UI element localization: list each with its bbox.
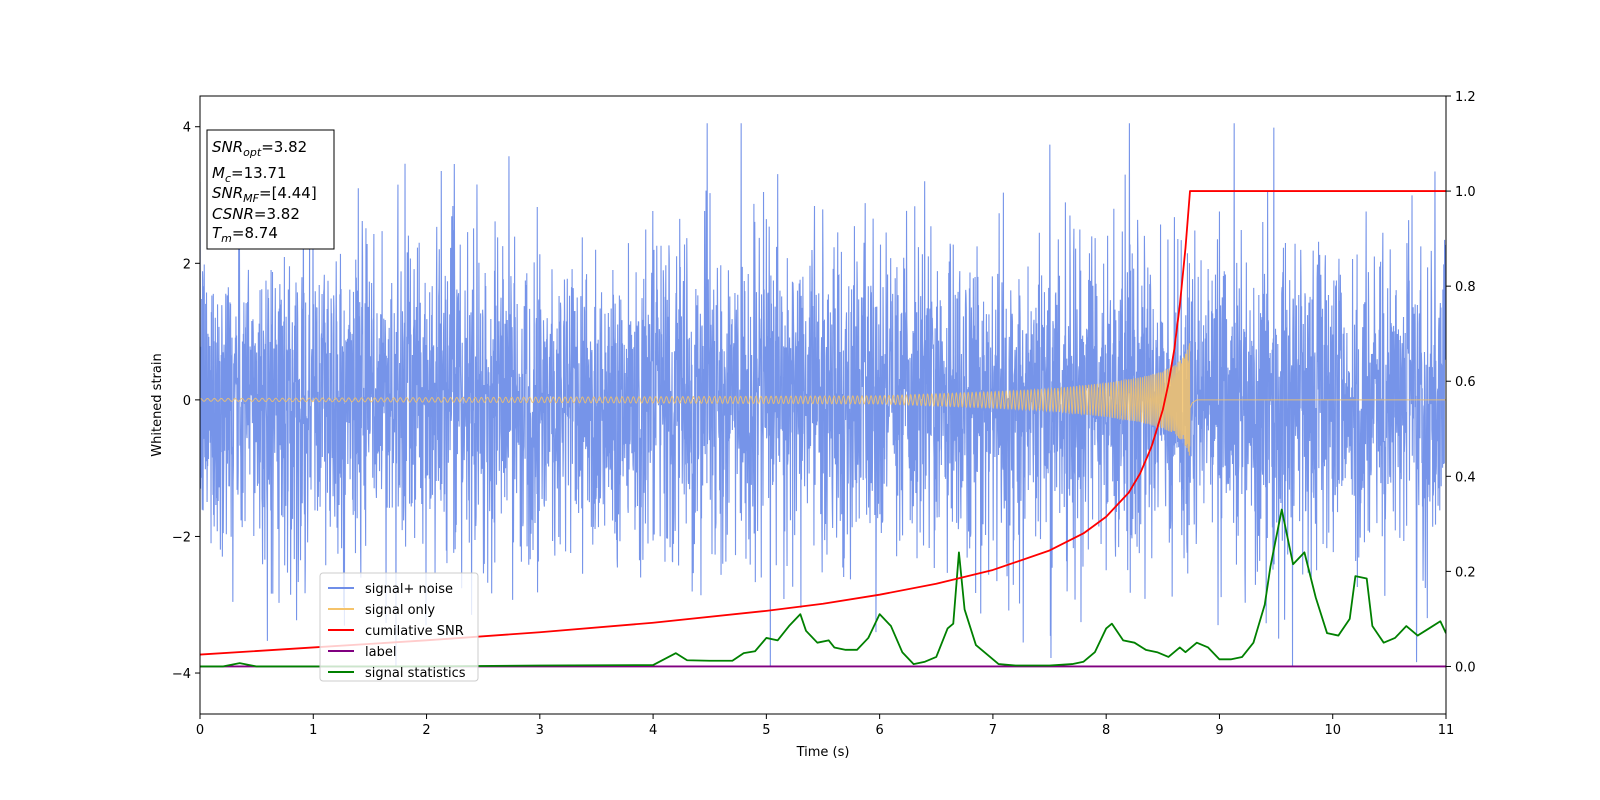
legend-item: signal only (328, 603, 435, 618)
y-right-tick-label: 1.0 (1455, 185, 1476, 200)
y-left-tick-label: −4 (172, 667, 191, 682)
y-left-tick-label: −2 (172, 530, 191, 545)
y-axis-label: Whitened strain (150, 353, 165, 456)
x-tick-label: 2 (422, 723, 430, 738)
legend: signal+ noise signal only cumilative SNR la… (319, 572, 479, 682)
y-right-tick-label: 1.2 (1455, 90, 1476, 105)
info-box-frame (206, 129, 335, 250)
y-left-tick-label: 2 (183, 257, 191, 272)
y-right-tick-label: 0.8 (1455, 280, 1476, 295)
y-right-tick-label: 0.6 (1455, 375, 1476, 390)
info-box: SNRopt=3.82 Mc=13.71 SNRMF=[4.44] CSNR=3… (206, 129, 335, 250)
x-tick-label: 5 (762, 723, 770, 738)
series-cumulative-snr (200, 190, 1446, 656)
y-left-tick-label: 0 (183, 394, 191, 409)
y-left-tick-label: 4 (183, 121, 191, 136)
legend-label: signal only (365, 603, 435, 618)
y-axis-left: −4 −2 0 2 4 (172, 121, 200, 682)
x-axis: 0 1 2 3 4 5 6 7 8 9 10 11 (196, 714, 1454, 738)
legend-label: cumilative SNR (365, 624, 464, 639)
y-right-tick-label: 0.2 (1455, 565, 1476, 580)
legend-label: signal+ noise (365, 582, 453, 597)
series-signal-noise (200, 123, 1446, 667)
legend-item: label (328, 645, 396, 660)
y-axis-right: 0.0 0.2 0.4 0.6 0.8 1.0 1.2 (1446, 90, 1476, 675)
info-snr-mf: SNRMF=[4.44] (212, 184, 317, 205)
x-tick-label: 1 (309, 723, 317, 738)
x-tick-label: 9 (1215, 723, 1223, 738)
series-signal-only (200, 343, 1446, 456)
x-tick-label: 3 (536, 723, 544, 738)
legend-item: cumilative SNR (328, 624, 464, 639)
x-tick-label: 6 (875, 723, 883, 738)
legend-item: signal+ noise (328, 582, 453, 597)
info-tm: Tm=8.74 (212, 224, 278, 245)
plot-frame (199, 95, 1447, 715)
x-tick-label: 4 (649, 723, 657, 738)
info-csnr: CSNR=3.82 (212, 205, 300, 223)
y-right-tick-label: 0.0 (1455, 660, 1476, 675)
x-tick-label: 0 (196, 723, 204, 738)
x-tick-label: 11 (1438, 723, 1455, 738)
y-right-tick-label: 0.4 (1455, 470, 1476, 485)
x-axis-label: Time (s) (796, 745, 850, 760)
legend-label: label (365, 645, 396, 660)
legend-label: signal statistics (365, 666, 466, 681)
info-snr-opt: SNRopt=3.82 (212, 138, 307, 159)
legend-frame (319, 572, 479, 682)
x-tick-label: 10 (1324, 723, 1341, 738)
x-tick-label: 8 (1102, 723, 1110, 738)
x-tick-label: 7 (989, 723, 997, 738)
info-mc: Mc=13.71 (212, 164, 287, 185)
series-signal-statistics (200, 508, 1446, 668)
legend-item: signal statistics (328, 666, 466, 681)
